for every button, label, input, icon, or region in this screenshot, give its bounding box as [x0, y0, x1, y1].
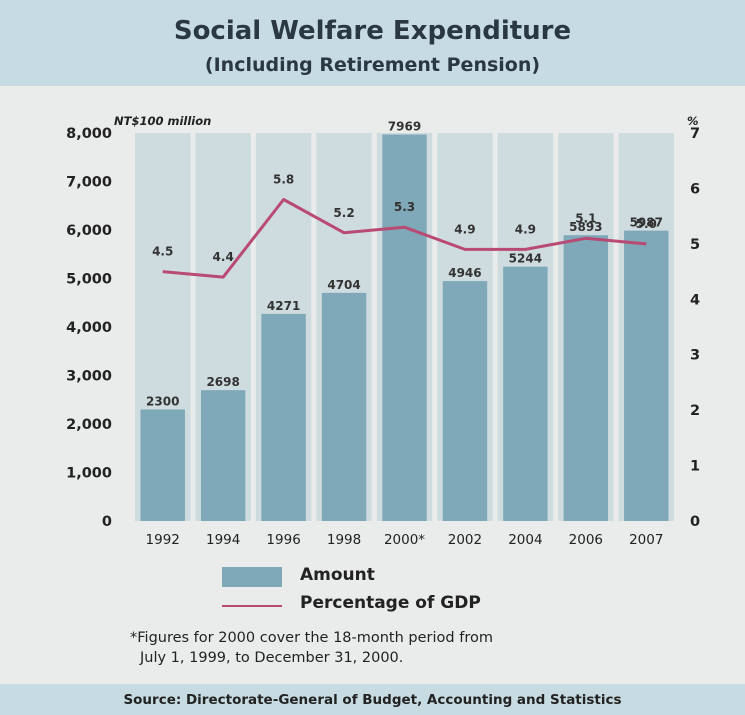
left-tick-label: 1,000	[66, 466, 112, 482]
bar	[382, 134, 427, 522]
bar	[261, 313, 306, 521]
bar-value-label: 4704	[327, 278, 360, 292]
bar	[563, 235, 609, 521]
header-band: Social Welfare Expenditure (Including Re…	[0, 0, 745, 86]
left-axis-label: NT$100 million	[114, 114, 211, 128]
bar	[200, 390, 246, 521]
chart: NT$100 million 0 1,000 2,000 3,000 4,000 5,000…	[66, 114, 700, 548]
bar-value-label: 4271	[267, 299, 300, 313]
right-tick-label: 5	[690, 237, 700, 253]
right-tick-label: 3	[690, 348, 700, 364]
chart-subtitle: (Including Retirement Pension)	[204, 54, 541, 76]
pct-value-label: 5.0	[636, 217, 657, 231]
left-tick-label: 0	[102, 514, 112, 530]
pct-value-label: 5.1	[575, 211, 596, 225]
bar	[442, 281, 488, 521]
right-tick-label: 4	[690, 292, 700, 308]
bar-value-label: 5893	[569, 220, 602, 234]
source-band: Source: Directorate-General of Budget, A…	[0, 684, 745, 715]
pct-value-label: 4.9	[454, 222, 475, 236]
x-tick-label: 2007	[629, 532, 663, 548]
pct-value-label: 5.8	[273, 173, 294, 187]
right-tick-label: 7	[690, 126, 700, 142]
source-text: Source: Directorate-General of Budget, A…	[123, 692, 622, 708]
bar-value-label: 5244	[509, 252, 542, 266]
bar	[624, 230, 669, 521]
bar-value-label: 4946	[448, 266, 481, 280]
footnote-line-2: July 1, 1999, to December 31, 2000.	[140, 650, 404, 666]
right-tick-label: 0	[690, 514, 700, 530]
left-tick-label: 4,000	[66, 320, 112, 336]
bar	[503, 266, 548, 521]
bar	[140, 409, 185, 521]
legend-label-amount: Amount	[300, 565, 375, 585]
bar-value-label: 7969	[388, 120, 421, 134]
x-tick-label: 2004	[508, 532, 542, 548]
x-tick-label: 1998	[327, 532, 361, 548]
left-tick-label: 8,000	[66, 126, 112, 142]
left-tick-label: 2,000	[66, 417, 112, 433]
left-tick-label: 7,000	[66, 175, 112, 191]
pct-value-label: 4.5	[152, 245, 173, 259]
pct-value-label: 5.3	[394, 200, 415, 214]
bar-value-label: 2698	[206, 375, 239, 389]
x-tick-label: 1996	[266, 532, 300, 548]
left-tick-label: 5,000	[66, 272, 112, 288]
right-tick-label: 6	[690, 181, 700, 197]
right-tick-label: 1	[690, 459, 700, 475]
left-tick-label: 3,000	[66, 369, 112, 385]
footnote: *Figures for 2000 cover the 18-month per…	[130, 628, 670, 668]
x-tick-label: 2002	[448, 532, 482, 548]
right-axis-label: %	[687, 114, 699, 128]
x-tick-label: 1994	[206, 532, 240, 548]
bar-value-label: 5987	[630, 216, 663, 230]
x-tick-label: 2006	[569, 532, 603, 548]
bar-value-label: 2300	[146, 394, 179, 408]
legend-label-pct-gdp: Percentage of GDP	[300, 593, 481, 613]
legend-swatch-amount	[222, 567, 282, 587]
right-tick-label: 2	[690, 403, 700, 419]
footnote-line-1: *Figures for 2000 cover the 18-month per…	[130, 630, 493, 646]
chart-title: Social Welfare Expenditure	[173, 16, 572, 46]
pct-gdp-line	[162, 198, 647, 279]
pct-value-label: 4.4	[213, 250, 234, 264]
pct-value-label: 4.9	[515, 222, 536, 236]
bar	[321, 292, 367, 521]
x-tick-label: 1992	[146, 532, 180, 548]
x-tick-label: 2000*	[384, 532, 425, 548]
pct-value-label: 5.2	[333, 206, 354, 220]
legend-swatch-pct-gdp	[222, 605, 282, 607]
left-tick-label: 6,000	[66, 223, 112, 239]
